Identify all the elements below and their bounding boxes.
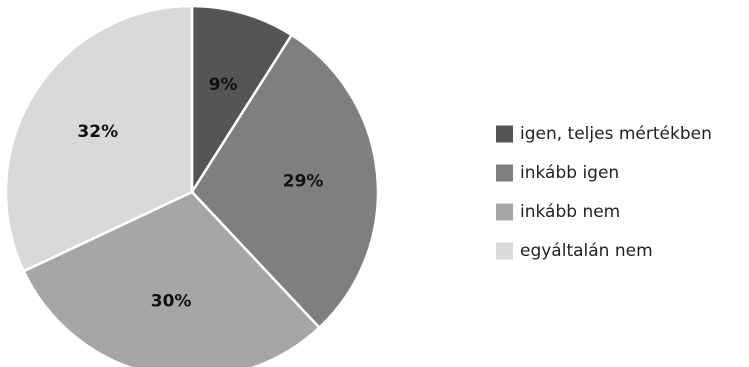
slice-value-label-0: 9%: [209, 75, 238, 95]
legend-swatch-2: [496, 203, 513, 221]
legend-label-2: inkább nem: [520, 202, 620, 222]
slice-value-label-1: 29%: [283, 172, 324, 192]
legend-swatch-1: [496, 164, 513, 182]
legend-swatch-0: [496, 125, 513, 143]
legend-label-1: inkább igen: [520, 163, 619, 183]
legend-swatch-3: [496, 242, 513, 260]
slice-value-label-3: 32%: [77, 122, 118, 142]
pie-slice-0: [190, 4, 294, 197]
pie-slice-3: [4, 4, 194, 273]
pie-slice-1: [190, 33, 380, 330]
legend: igen, teljes mértékben inkább igen inkább …: [496, 124, 712, 261]
legend-label-3: egyáltalán nem: [520, 241, 653, 261]
legend-label-0: igen, teljes mértékben: [520, 124, 712, 144]
pie-slices: [4, 4, 380, 367]
slice-value-label-2: 30%: [151, 292, 192, 312]
pie-slice-2: [22, 190, 322, 367]
pie-slice-labels: 9% 29% 30% 32%: [77, 75, 323, 312]
